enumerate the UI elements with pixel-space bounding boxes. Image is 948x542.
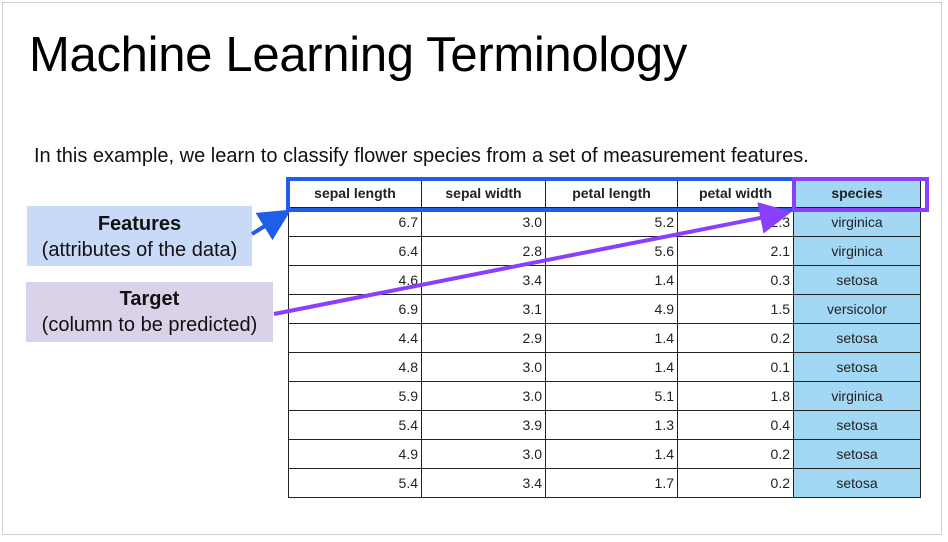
cell-petal-length: 5.2 <box>545 207 678 237</box>
cell-petal-width: 0.2 <box>677 439 794 469</box>
cell-species: virginica <box>793 381 921 411</box>
header-sepal-length: sepal length <box>288 178 422 208</box>
table-row: 5.4 3.4 1.7 0.2 setosa <box>288 468 921 498</box>
table-row: 5.9 3.0 5.1 1.8 virginica <box>288 381 921 411</box>
header-sepal-width: sepal width <box>421 178 546 208</box>
cell-petal-width: 0.3 <box>677 265 794 295</box>
header-species: species <box>793 178 921 208</box>
slide-title: Machine Learning Terminology <box>29 28 688 82</box>
cell-petal-length: 4.9 <box>545 294 678 324</box>
table-row: 6.9 3.1 4.9 1.5 versicolor <box>288 294 921 324</box>
table-row: 4.4 2.9 1.4 0.2 setosa <box>288 323 921 353</box>
table-row: 5.4 3.9 1.3 0.4 setosa <box>288 410 921 440</box>
header-petal-length: petal length <box>545 178 678 208</box>
cell-petal-width: 2.1 <box>677 236 794 266</box>
cell-petal-width: 1.8 <box>677 381 794 411</box>
cell-sepal-width: 3.0 <box>421 207 546 237</box>
cell-species: virginica <box>793 236 921 266</box>
cell-petal-width: 2.3 <box>677 207 794 237</box>
cell-sepal-length: 4.4 <box>288 323 422 353</box>
slide-subtitle: In this example, we learn to classify fl… <box>34 145 809 167</box>
cell-sepal-width: 3.1 <box>421 294 546 324</box>
features-description: (attributes of the data) <box>41 239 238 261</box>
cell-species: setosa <box>793 410 921 440</box>
table-row: 4.8 3.0 1.4 0.1 setosa <box>288 352 921 382</box>
cell-petal-length: 1.7 <box>545 468 678 498</box>
cell-sepal-length: 6.7 <box>288 207 422 237</box>
cell-petal-width: 0.4 <box>677 410 794 440</box>
cell-species: setosa <box>793 265 921 295</box>
cell-species: versicolor <box>793 294 921 324</box>
cell-petal-length: 5.6 <box>545 236 678 266</box>
table-row: 4.9 3.0 1.4 0.2 setosa <box>288 439 921 469</box>
cell-sepal-width: 3.0 <box>421 381 546 411</box>
cell-sepal-length: 5.4 <box>288 468 422 498</box>
cell-sepal-width: 3.4 <box>421 265 546 295</box>
cell-sepal-length: 5.4 <box>288 410 422 440</box>
cell-species: setosa <box>793 468 921 498</box>
cell-petal-width: 0.1 <box>677 352 794 382</box>
table-row: 6.4 2.8 5.6 2.1 virginica <box>288 236 921 266</box>
cell-species: setosa <box>793 439 921 469</box>
cell-sepal-width: 3.9 <box>421 410 546 440</box>
cell-sepal-length: 4.9 <box>288 439 422 469</box>
target-description: (column to be predicted) <box>41 314 258 336</box>
iris-table: sepal length sepal width petal length pe… <box>288 178 921 498</box>
features-callout: Features (attributes of the data) <box>27 206 252 266</box>
table-row: 4.6 3.4 1.4 0.3 setosa <box>288 265 921 295</box>
table-header-row: sepal length sepal width petal length pe… <box>288 178 921 208</box>
cell-petal-length: 1.3 <box>545 410 678 440</box>
cell-sepal-width: 2.9 <box>421 323 546 353</box>
cell-sepal-length: 6.9 <box>288 294 422 324</box>
cell-petal-length: 1.4 <box>545 265 678 295</box>
cell-sepal-length: 4.6 <box>288 265 422 295</box>
cell-species: setosa <box>793 352 921 382</box>
cell-petal-length: 1.4 <box>545 352 678 382</box>
table-row: 6.7 3.0 5.2 2.3 virginica <box>288 207 921 237</box>
cell-sepal-width: 3.0 <box>421 352 546 382</box>
cell-sepal-length: 4.8 <box>288 352 422 382</box>
cell-petal-length: 1.4 <box>545 439 678 469</box>
cell-species: setosa <box>793 323 921 353</box>
cell-petal-width: 1.5 <box>677 294 794 324</box>
cell-petal-width: 0.2 <box>677 468 794 498</box>
cell-sepal-width: 3.0 <box>421 439 546 469</box>
cell-petal-width: 0.2 <box>677 323 794 353</box>
cell-petal-length: 1.4 <box>545 323 678 353</box>
cell-sepal-length: 5.9 <box>288 381 422 411</box>
target-label: Target <box>119 288 180 310</box>
cell-petal-length: 5.1 <box>545 381 678 411</box>
cell-sepal-length: 6.4 <box>288 236 422 266</box>
cell-sepal-width: 2.8 <box>421 236 546 266</box>
features-label: Features <box>97 213 182 235</box>
header-petal-width: petal width <box>677 178 794 208</box>
cell-species: virginica <box>793 207 921 237</box>
cell-sepal-width: 3.4 <box>421 468 546 498</box>
target-callout: Target (column to be predicted) <box>26 282 273 342</box>
